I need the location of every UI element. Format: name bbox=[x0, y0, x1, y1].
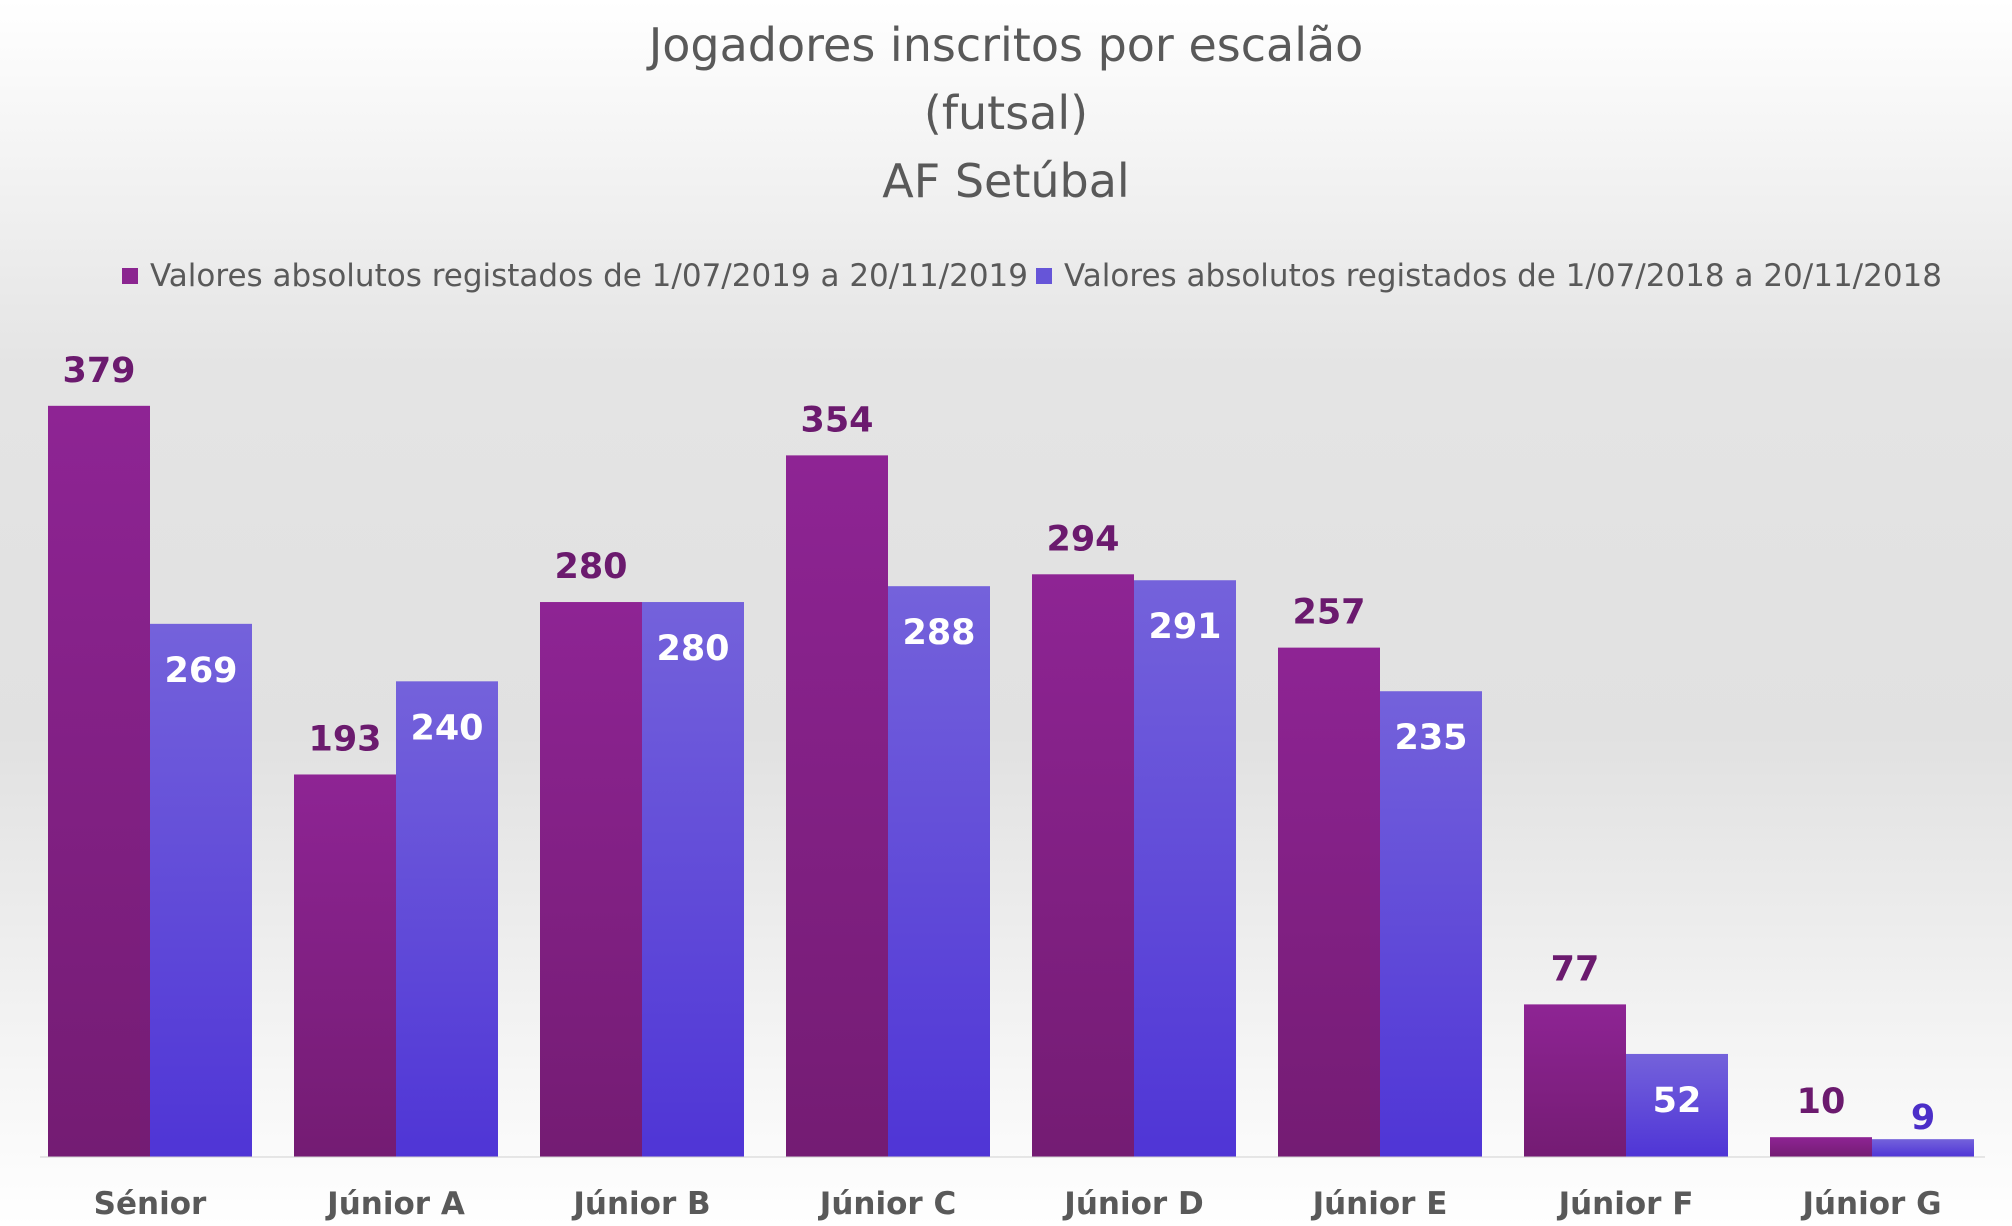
x-tick-label-2: Júnior A bbox=[325, 1186, 465, 1222]
data-label-s1-3: 280 bbox=[554, 547, 627, 587]
data-label-s2-3: 280 bbox=[656, 629, 729, 669]
legend-item-2018: Valores absolutos registados de 1/07/201… bbox=[1036, 258, 1942, 294]
legend-label-2019: Valores absolutos registados de 1/07/201… bbox=[150, 258, 1029, 294]
bar-s2-5 bbox=[1134, 580, 1236, 1157]
bar-s1-2 bbox=[294, 774, 396, 1157]
bar-s1-3 bbox=[540, 602, 642, 1157]
labels-layer: 379 269 Sénior 193 240 Júnior A 280 280 Júnior B… bbox=[62, 351, 1941, 1222]
legend-label-2018: Valores absolutos registados de 1/07/201… bbox=[1064, 258, 1943, 294]
bar-s2-8 bbox=[1872, 1139, 1974, 1157]
bar-s2-3 bbox=[642, 602, 744, 1157]
legend-item-2019: Valores absolutos registados de 1/07/201… bbox=[122, 258, 1028, 294]
legend: Valores absolutos registados de 1/07/201… bbox=[0, 258, 2012, 308]
data-label-s1-8: 10 bbox=[1797, 1082, 1846, 1122]
data-label-s2-1: 269 bbox=[164, 651, 237, 691]
legend-swatch-2019 bbox=[122, 268, 138, 284]
data-label-s1-2: 193 bbox=[308, 719, 381, 759]
bar-s2-7 bbox=[1626, 1053, 1728, 1157]
bar-s1-6 bbox=[1278, 647, 1380, 1157]
data-label-s1-5: 294 bbox=[1046, 519, 1119, 559]
bar-s1-7 bbox=[1524, 1004, 1626, 1157]
x-tick-label-5: Júnior D bbox=[1062, 1186, 1203, 1222]
x-tick-label-1: Sénior bbox=[94, 1186, 207, 1222]
chart-title-line-3: AF Setúbal bbox=[882, 154, 1130, 208]
bars-layer bbox=[48, 405, 1974, 1157]
x-tick-label-7: Júnior F bbox=[1557, 1186, 1694, 1222]
chart-title-line-2: (futsal) bbox=[923, 86, 1089, 140]
chart-title-line-1: Jogadores inscritos por escalão bbox=[648, 18, 1364, 72]
x-tick-label-4: Júnior C bbox=[818, 1186, 956, 1222]
data-label-s1-7: 77 bbox=[1551, 949, 1600, 989]
x-tick-label-3: Júnior B bbox=[571, 1186, 710, 1222]
data-label-s2-8: 9 bbox=[1911, 1098, 1935, 1138]
bar-s2-1 bbox=[150, 623, 252, 1157]
data-label-s1-4: 354 bbox=[800, 400, 873, 440]
data-label-s2-7: 52 bbox=[1653, 1081, 1702, 1121]
data-label-s2-2: 240 bbox=[410, 708, 483, 748]
bar-s1-8 bbox=[1770, 1137, 1872, 1157]
bar-s1-4 bbox=[786, 455, 888, 1157]
x-tick-label-8: Júnior G bbox=[1800, 1186, 1941, 1222]
bar-s1-1 bbox=[48, 405, 150, 1157]
bar-s1-5 bbox=[1032, 574, 1134, 1157]
data-label-s2-5: 291 bbox=[1148, 607, 1221, 647]
legend-swatch-2018 bbox=[1036, 268, 1052, 284]
data-label-s2-6: 235 bbox=[1394, 718, 1467, 758]
bar-s2-2 bbox=[396, 681, 498, 1157]
x-tick-label-6: Júnior E bbox=[1311, 1186, 1448, 1222]
bar-s2-6 bbox=[1380, 691, 1482, 1157]
data-label-s1-6: 257 bbox=[1292, 593, 1365, 633]
data-label-s1-1: 379 bbox=[62, 351, 135, 391]
bar-s2-4 bbox=[888, 586, 990, 1157]
data-label-s2-4: 288 bbox=[902, 613, 975, 653]
